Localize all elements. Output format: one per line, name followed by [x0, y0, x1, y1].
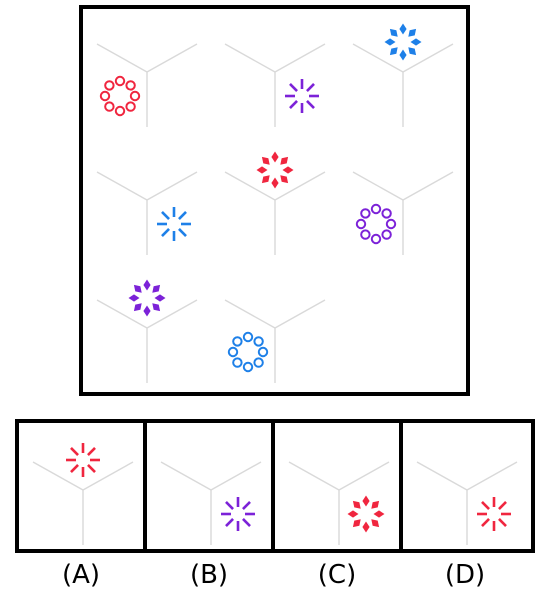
divider-line — [32, 461, 84, 491]
grid-cell — [224, 299, 326, 383]
divider-line — [146, 171, 198, 201]
option-cell-d — [416, 461, 518, 545]
grid-cell — [96, 171, 198, 255]
option-label-b[interactable]: (B) — [189, 560, 229, 590]
divider-line — [96, 299, 148, 329]
grid-cell — [224, 43, 326, 127]
dashes-motif-icon — [477, 497, 511, 531]
dashes-motif-icon — [221, 497, 255, 531]
divider-line — [224, 171, 276, 201]
ring-motif-icon — [227, 331, 269, 373]
divider-line — [96, 171, 148, 201]
option-cell-a — [32, 443, 134, 545]
grid-cell — [96, 43, 198, 127]
divider-line — [338, 461, 390, 491]
divider-line — [224, 43, 276, 73]
dashes-motif-icon — [66, 443, 100, 477]
diamonds-motif-icon — [256, 151, 294, 189]
diamonds-motif-icon — [384, 23, 422, 61]
question-frame — [79, 5, 470, 396]
grid-cell — [352, 23, 454, 127]
divider-line — [224, 299, 276, 329]
dashes-motif-icon — [285, 79, 319, 113]
divider-line — [402, 43, 454, 73]
divider-line — [288, 461, 340, 491]
divider-line — [466, 461, 518, 491]
divider-line — [352, 171, 404, 201]
divider-line — [146, 299, 198, 329]
divider-line — [416, 461, 468, 491]
divider-line — [402, 171, 454, 201]
option-cell-c — [288, 461, 390, 545]
ring-motif-icon — [99, 75, 141, 117]
divider-line — [146, 43, 198, 73]
divider-line — [160, 461, 212, 491]
divider-line — [274, 171, 326, 201]
option-cell-b — [160, 461, 262, 545]
diamonds-motif-icon — [347, 495, 385, 533]
divider-line — [352, 43, 404, 73]
dashes-motif-icon — [157, 207, 191, 241]
divider-line — [210, 461, 262, 491]
option-label-a[interactable]: (A) — [61, 560, 101, 590]
divider-line — [274, 299, 326, 329]
diamonds-motif-icon — [128, 279, 166, 317]
grid-cell — [352, 171, 454, 255]
divider-line — [82, 461, 134, 491]
divider-line — [274, 43, 326, 73]
grid-cell — [224, 151, 326, 255]
option-label-d[interactable]: (D) — [444, 560, 486, 590]
ring-motif-icon — [355, 203, 397, 245]
option-label-c[interactable]: (C) — [317, 560, 357, 590]
divider-line — [96, 43, 148, 73]
grid-cell — [96, 279, 198, 383]
